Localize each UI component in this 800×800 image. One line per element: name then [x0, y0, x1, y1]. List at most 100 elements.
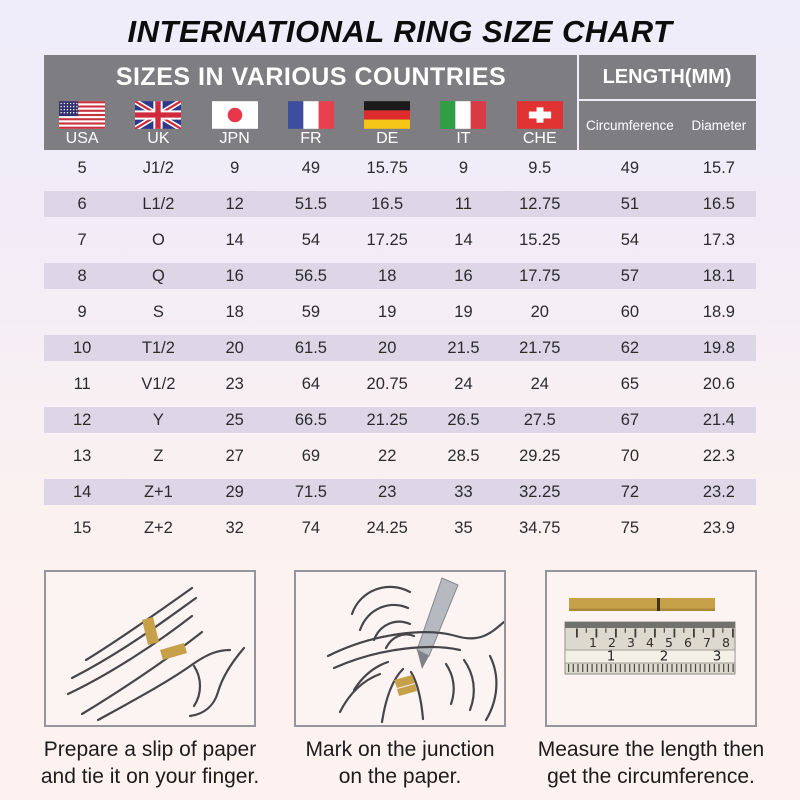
table-cell: T1/2 — [141, 338, 175, 357]
table-cell: 12 — [72, 410, 92, 429]
table-cell: 25 — [225, 410, 244, 429]
table-cell: 62 — [620, 338, 640, 357]
table-cell: 75 — [620, 518, 640, 537]
table-cell: 19 — [454, 302, 473, 321]
table-cell: 27 — [225, 446, 244, 465]
table-cell: 21.25 — [366, 410, 408, 429]
svg-text:7: 7 — [703, 635, 711, 650]
table-cell: 71.5 — [294, 482, 327, 501]
table-cell: 65 — [620, 374, 640, 393]
svg-text:3: 3 — [627, 635, 635, 650]
table-row: 8 Q 16 56.5 18 16 17.75 57 18.1 — [44, 258, 756, 294]
column-label: DE — [376, 130, 399, 147]
table-cell: 6 — [77, 194, 87, 213]
table-row: 10 T1/2 20 61.5 20 21.5 21.75 62 19.8 — [44, 330, 756, 366]
table-cell: Y — [152, 410, 164, 429]
table-cell: 11 — [73, 374, 91, 393]
table-cell: 35 — [454, 518, 473, 537]
table-cell: 22.3 — [702, 446, 735, 465]
column-header-de: DE — [349, 99, 425, 150]
svg-text:1: 1 — [607, 649, 616, 665]
table-row: 5 J1/2 9 49 15.75 9 9.5 49 15.7 — [44, 150, 756, 186]
table-row: 13 Z 27 69 22 28.5 29.25 70 22.3 — [44, 438, 756, 474]
table-row: 11 V1/2 23 64 20.75 24 24 65 20.6 — [44, 366, 756, 402]
table-row: 12 Y 25 66.5 21.25 26.5 27.5 67 21.4 — [44, 402, 756, 438]
guide-caption-2: Mark on the junction on the paper. — [305, 738, 495, 788]
table-cell: 18 — [378, 266, 397, 285]
table-cell: Z — [153, 446, 164, 465]
table-cell: 34.75 — [519, 518, 561, 537]
japan-flag-icon — [211, 101, 258, 129]
table-cell: Q — [151, 266, 165, 285]
table-cell: 16 — [225, 266, 244, 285]
table-cell: 51.5 — [294, 194, 327, 213]
table-cell: 20 — [530, 302, 549, 321]
table-cell: 29 — [225, 482, 244, 501]
table-header-groups: SIZES IN VARIOUS COUNTRIES LENGTH(MM) — [44, 55, 756, 99]
table-cell: L1/2 — [142, 194, 175, 213]
table-header-columns: USA UK JPN — [44, 99, 756, 150]
table-cell: V1/2 — [141, 374, 176, 393]
table-cell: 20.6 — [702, 374, 735, 393]
table-cell: 59 — [301, 302, 321, 321]
table-row: 7 O 14 54 17.25 14 15.25 54 17.3 — [44, 222, 756, 258]
table-cell: S — [152, 302, 164, 321]
table-cell: 69 — [301, 446, 321, 465]
table-cell: 27.5 — [523, 410, 556, 429]
page-title: INTERNATIONAL RING SIZE CHART — [127, 14, 673, 49]
table-cell: 72 — [620, 482, 640, 501]
guide-step-2: Mark on the junction on the paper. — [279, 570, 521, 790]
table-cell: 19.8 — [702, 338, 735, 357]
table-cell: 56.5 — [294, 266, 327, 285]
italy-flag-icon — [440, 101, 487, 129]
svg-text:6: 6 — [684, 635, 692, 650]
france-flag-icon — [287, 101, 334, 129]
table-cell: 61.5 — [294, 338, 327, 357]
table-cell: 11 — [454, 194, 473, 213]
table-cell: 18.9 — [702, 302, 735, 321]
table-cell: 15.75 — [366, 158, 408, 177]
table-cell: 12 — [225, 194, 244, 213]
svg-text:3: 3 — [713, 649, 722, 665]
table-cell: 10 — [72, 338, 92, 357]
table-cell: Z+1 — [143, 482, 173, 501]
header-sizes-group: SIZES IN VARIOUS COUNTRIES — [115, 62, 507, 91]
table-cell: 14 — [72, 482, 92, 501]
table-cell: 15.25 — [519, 230, 561, 249]
column-header-length: Circumference Diameter — [577, 99, 756, 150]
svg-text:2: 2 — [660, 649, 669, 665]
table-cell: 18.1 — [702, 266, 735, 285]
table-cell: 23 — [378, 482, 397, 501]
column-label: FR — [300, 130, 322, 147]
column-label: JPN — [219, 130, 250, 147]
table-cell: 9 — [230, 158, 240, 177]
table-cell: 18 — [225, 302, 244, 321]
table-cell: 33 — [454, 482, 473, 501]
table-cell: 24.25 — [366, 518, 408, 537]
table-cell: 14 — [454, 230, 473, 249]
table-cell: 12.75 — [519, 194, 561, 213]
table-cell: 9 — [77, 302, 87, 321]
svg-text:8: 8 — [722, 635, 730, 650]
table-cell: 49 — [301, 158, 321, 177]
diameter-column-label: Diameter — [691, 118, 747, 133]
table-cell: 23.9 — [702, 518, 735, 537]
table-cell: 21.75 — [519, 338, 561, 357]
table-body: 5 J1/2 9 49 15.75 9 9.5 49 15.7 6 L1/2 12 51.5 16.5 11… — [44, 150, 756, 546]
table-cell: 20.75 — [366, 374, 408, 393]
table-cell: 21.4 — [702, 410, 735, 429]
table-cell: Z+2 — [143, 518, 173, 537]
guide-caption-3: Measure the length then get the circumfe… — [537, 738, 765, 788]
guide-caption-1: Prepare a slip of paper and tie it on yo… — [40, 738, 260, 788]
table-cell: 8 — [77, 266, 87, 285]
pen-marking-junction-illustration — [294, 570, 506, 727]
table-cell: 20 — [378, 338, 397, 357]
table-cell: 28.5 — [447, 446, 480, 465]
table-cell: 16.5 — [371, 194, 404, 213]
column-label: CHE — [522, 130, 557, 147]
table-cell: 19 — [378, 302, 397, 321]
usa-flag-icon — [59, 101, 106, 129]
table-cell: 29.25 — [519, 446, 561, 465]
table-cell: 60 — [620, 302, 640, 321]
column-header-fr: FR — [273, 99, 349, 150]
